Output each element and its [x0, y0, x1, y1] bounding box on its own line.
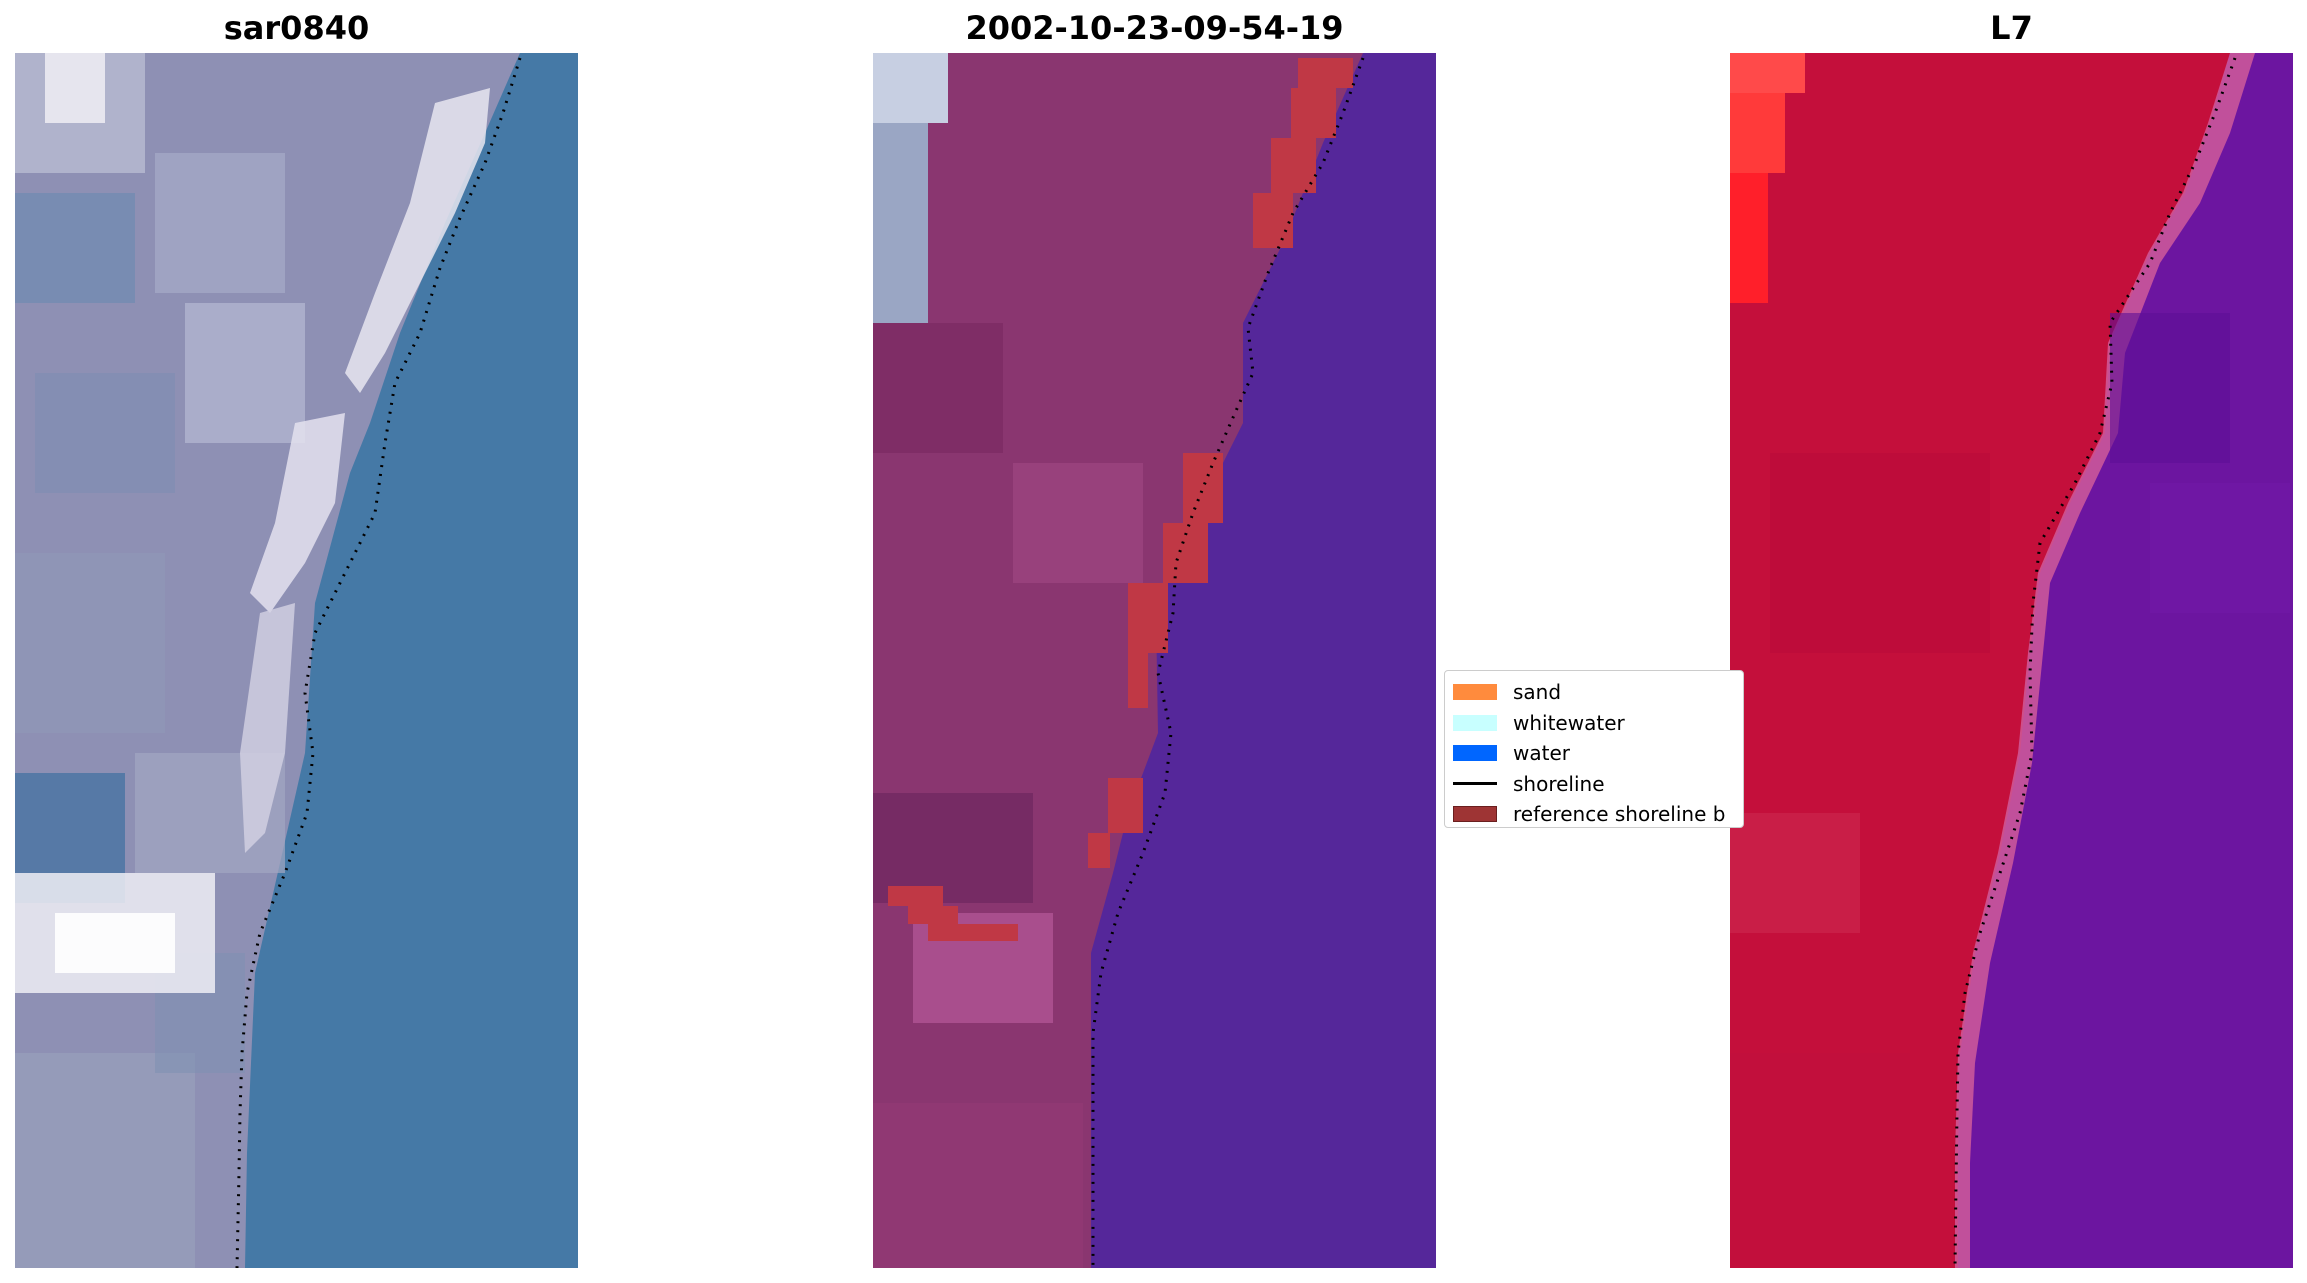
infrared-image — [1730, 53, 2293, 1268]
rgb-image — [15, 53, 578, 1268]
legend-item-water: water — [1453, 738, 1743, 769]
legend-label-whitewater: whitewater — [1513, 710, 1625, 735]
panel-title-date: 2002-10-23-09-54-19 — [965, 9, 1344, 47]
legend-item-sand: sand — [1453, 677, 1743, 708]
sand-swatch — [1453, 684, 1497, 701]
legend-label-water: water — [1513, 741, 1570, 766]
rgb-texture — [15, 53, 305, 1268]
panel-title-rgb: sar0840 — [223, 9, 370, 47]
legend-item-shoreline: shoreline — [1453, 769, 1743, 800]
reference-buffer-swatch — [1453, 806, 1497, 823]
classified-image-panel — [873, 53, 1436, 1268]
whitewater-swatch — [1453, 714, 1497, 731]
rgb-image-panel — [15, 53, 578, 1268]
infrared-bright — [1730, 53, 1805, 303]
panel-title-sensor: L7 — [1990, 9, 2033, 47]
infrared-land — [1730, 53, 2230, 1268]
infrared-image-panel — [1730, 53, 2293, 1268]
rgb-foam — [15, 88, 490, 993]
water-swatch — [1453, 745, 1497, 762]
legend: sand whitewater water shoreline referenc… — [1444, 670, 1744, 828]
legend-label-reference-buffer: reference shoreline b — [1513, 802, 1726, 827]
legend-item-reference-shoreline-buffer: reference shoreline b — [1453, 799, 1743, 827]
classified-image — [873, 53, 1436, 1268]
legend-label-sand: sand — [1513, 680, 1562, 705]
legend-label-shoreline: shoreline — [1513, 771, 1605, 796]
infrared-texture — [1730, 313, 2290, 1268]
shoreline-line-icon — [1453, 782, 1497, 786]
classified-unclassified — [873, 53, 948, 323]
reference-shoreline-buffer — [888, 58, 1353, 941]
classified-shoreline — [1091, 57, 1365, 1268]
legend-item-whitewater: whitewater — [1453, 708, 1743, 739]
rgb-shoreline — [235, 57, 522, 1268]
